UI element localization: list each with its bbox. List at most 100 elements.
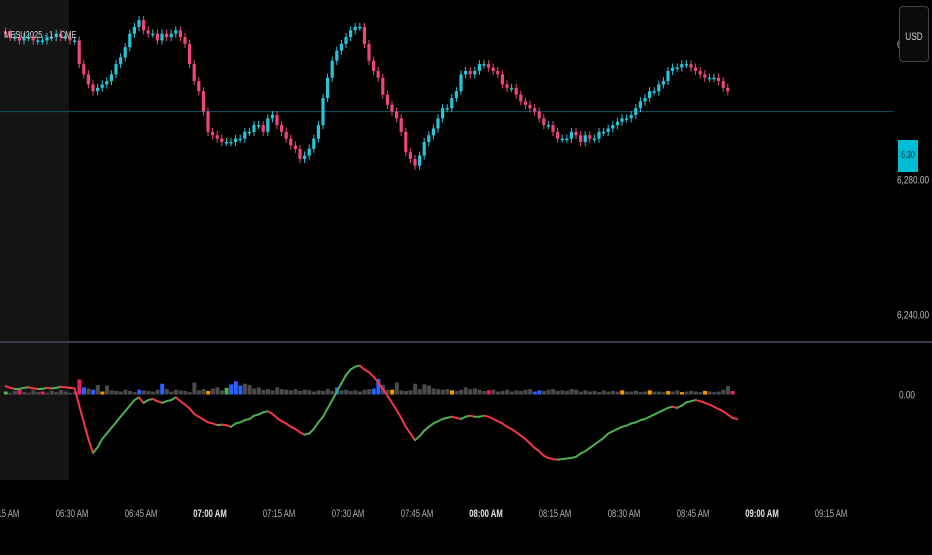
candle-body: [638, 101, 642, 109]
oscillator-segment: [326, 399, 334, 410]
time-axis-tick: 07:00 AM: [193, 508, 227, 521]
histogram-bar: [399, 390, 404, 395]
candle-body: [211, 131, 215, 136]
time-axis-tick: 07:45 AM: [401, 508, 434, 521]
histogram-bar: [427, 385, 431, 395]
histogram-bar: [684, 391, 689, 395]
candle-body: [266, 118, 270, 132]
histogram-bar: [114, 390, 119, 395]
histogram-bar: [404, 390, 408, 395]
histogram-bar: [597, 392, 602, 395]
oscillator-segment: [395, 409, 403, 419]
candle-body: [68, 37, 72, 41]
histogram-bar: [565, 390, 569, 395]
histogram-bar: [643, 391, 648, 395]
histogram-bar: [109, 390, 114, 395]
candle-body: [73, 40, 77, 42]
candle-body: [661, 81, 665, 85]
histogram-bar: [247, 384, 252, 395]
oscillator-segment: [345, 368, 352, 377]
candle-body: [726, 87, 730, 92]
candle-body: [261, 125, 265, 132]
histogram-bar: [86, 388, 91, 395]
currency-button[interactable]: USD: [899, 6, 929, 62]
time-axis-tick: 08:00 AM: [469, 508, 503, 521]
osc-axis-tick: 0.00: [899, 389, 916, 401]
oscillator-segment: [381, 387, 389, 397]
histogram-bar: [187, 392, 192, 395]
histogram-bar: [716, 391, 721, 395]
time-axis-tick: 06:15 AM: [0, 508, 19, 521]
candle-body: [77, 40, 81, 65]
candle-body: [399, 118, 403, 132]
candle-body: [183, 37, 187, 44]
premarket-shade: [0, 0, 69, 480]
candle-body: [367, 43, 371, 61]
candle-body: [119, 57, 123, 65]
histogram-bar: [726, 386, 730, 395]
candle-body: [151, 33, 155, 36]
candle-body: [36, 40, 40, 42]
histogram-bar: [169, 391, 174, 395]
candle-body: [385, 94, 389, 105]
histogram-bar: [132, 392, 137, 395]
candle-body: [450, 98, 454, 109]
histogram-bar: [560, 390, 565, 395]
candle-body: [707, 77, 711, 80]
oscillator-segment: [119, 410, 127, 418]
candle-body: [629, 114, 633, 119]
histogram-bar: [624, 391, 629, 395]
candle-body: [376, 70, 380, 78]
histogram-bar: [551, 389, 556, 395]
histogram-bar: [118, 391, 123, 395]
histogram-bar: [569, 389, 574, 395]
candle-body: [27, 37, 31, 39]
candle-body: [215, 135, 219, 139]
histogram-bar: [615, 391, 620, 395]
candle-body: [606, 128, 610, 132]
oscillator-segment: [87, 438, 94, 454]
histogram-bar: [40, 391, 45, 395]
histogram-bar: [210, 388, 215, 395]
histogram-bar: [528, 389, 533, 395]
histogram-bar: [49, 390, 54, 395]
histogram-bar: [82, 387, 86, 395]
oscillator-segment: [524, 438, 531, 445]
candle-body: [50, 37, 54, 39]
oscillator-segment: [529, 442, 536, 449]
candle-body: [293, 145, 297, 149]
candle-body: [160, 33, 164, 41]
candle-body: [528, 104, 532, 109]
candle-body: [427, 135, 431, 143]
histogram-bar: [201, 389, 206, 395]
candle-body: [694, 67, 698, 71]
histogram-bar: [431, 388, 436, 395]
candle-body: [464, 70, 468, 75]
candle-body: [298, 148, 302, 159]
histogram-bar: [252, 388, 257, 395]
candle-body: [280, 125, 284, 132]
candle-body: [592, 138, 596, 141]
histogram-bar: [473, 388, 477, 395]
candle-body: [588, 135, 592, 139]
candle-body: [381, 77, 385, 95]
histogram-bar: [164, 389, 169, 395]
histogram-bar: [413, 383, 418, 395]
time-axis-tick: 06:45 AM: [125, 508, 158, 521]
candle-body: [643, 98, 647, 102]
candle-body: [418, 155, 422, 166]
candle-body: [611, 125, 615, 129]
candle-body: [500, 74, 504, 85]
histogram-bar: [519, 390, 523, 395]
histogram-bar: [509, 391, 514, 395]
candle-body: [652, 91, 656, 93]
histogram-bar: [698, 392, 703, 395]
histogram-bar: [100, 391, 105, 395]
histogram-bar: [261, 389, 266, 395]
candle-body: [201, 91, 205, 112]
time-axis-tick: 07:30 AM: [332, 508, 365, 521]
histogram-bar: [289, 390, 293, 395]
candle-body: [583, 135, 587, 143]
